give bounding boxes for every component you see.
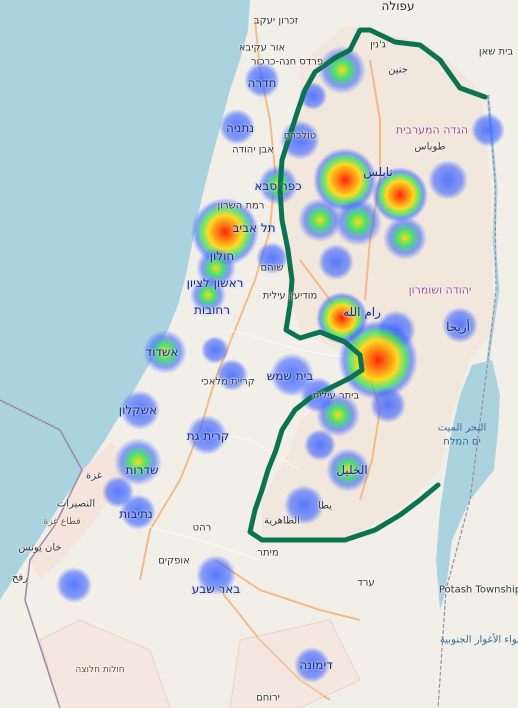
label-shoham: שוהם (260, 262, 284, 274)
heat-blob-mazkeret (216, 359, 248, 391)
label-holon: חולון (209, 249, 235, 263)
heat-blob-nablus1 (313, 148, 377, 212)
label-or-akiva: אור עקיבא (238, 42, 286, 54)
label-pardes-hana: פרדס חנה-כרכור (250, 56, 324, 68)
label-beitar: ביתר עילית (312, 390, 360, 402)
label-hebron: الخليل (336, 463, 368, 477)
label-west-bank: הגדה המערבית (395, 123, 469, 137)
label-kiryat-gat: קרית גת (186, 429, 230, 443)
heat-blob-jenin (318, 46, 366, 94)
heat-blob-dimona (294, 647, 330, 683)
heat-blob-tekoa (370, 387, 406, 423)
heat-blob-ashdod (143, 330, 187, 374)
label-kiryat-malachi: קריית מלאכי (201, 376, 255, 388)
heat-blob-gush (316, 393, 360, 437)
label-modiin: מודיעין עילית (262, 290, 318, 302)
heat-blob-kiryatgat (187, 415, 227, 455)
heat-blob-hadera (244, 62, 280, 98)
label-nuseirat: النصيرات (56, 498, 96, 510)
label-dead-sea-ar: البحر الميت (437, 422, 487, 434)
label-arad: ערד (357, 577, 375, 589)
label-rafah: رفح (11, 572, 29, 584)
eastern-border (437, 94, 497, 708)
label-dead-sea: ים המלח (443, 436, 481, 448)
label-netanya: נתניה (225, 121, 255, 135)
label-yehuda-shomron: יהודה ושומרון (408, 283, 472, 297)
label-beit-shemesh: בית שמש (266, 369, 314, 383)
label-hadera: חדרה (247, 76, 277, 90)
label-yeruham: ירוחם (256, 692, 280, 704)
label-rishon: ראשון לציון (186, 276, 244, 290)
label-khan-yunis: خان يونس (18, 542, 62, 554)
heat-blob-west-gaza (56, 567, 92, 603)
label-gaza: غزة (86, 470, 102, 482)
label-potash: Potash Township (438, 584, 518, 596)
heat-blob-netivot (120, 494, 156, 530)
label-netivot: נתיבות (119, 507, 153, 521)
heat-blob-nablus2 (372, 167, 428, 223)
label-ashkelon: אשקלון (118, 403, 158, 417)
label-zichron: זכרון יעקב (253, 15, 299, 27)
heat-blob-jericho (442, 307, 478, 343)
international-border (0, 399, 83, 708)
heat-blob-ashkelon (120, 390, 160, 430)
label-beer-sheva: באר שבע (191, 582, 241, 596)
heat-blob-ariel (383, 216, 427, 260)
heat-blob-salfit2 (334, 198, 382, 246)
heat-blob-nablus3 (428, 160, 468, 200)
heat-blob-tlv (191, 198, 259, 266)
heat-blob-rishon (190, 277, 226, 313)
label-jenin: جنين (388, 64, 408, 76)
label-halutza: חולות חלוצה (75, 665, 125, 675)
heat-blob-sderot (114, 438, 162, 486)
heat-blob-jerusalem (338, 320, 418, 400)
label-ramat-hasharon: רמת השרון (217, 200, 265, 212)
dead-sea (436, 360, 500, 610)
label-yatta: يطا (317, 500, 333, 512)
heat-blob-beitshean (471, 113, 505, 147)
green-line (247, 27, 488, 543)
label-jordan-valley: لواء الأغوار الجنوبية (439, 634, 518, 646)
label-dimona: דימונה (299, 658, 333, 672)
heat-blob-netanya (219, 109, 255, 145)
heat-blob-hebron2 (304, 429, 336, 461)
label-rehovot: רחובות (194, 303, 230, 317)
label-mitar: מיתר (257, 547, 279, 559)
heat-blob-beersheva (196, 555, 236, 595)
heat-blob-hebron (326, 448, 370, 492)
heat-blob-yatta (284, 485, 324, 525)
label-even-yehuda: אבן יהודה (232, 144, 274, 156)
heat-blob-shoham (256, 242, 288, 274)
label-afula: עפולה (381, 0, 415, 13)
heat-blob-kiryatmalachi (201, 336, 229, 364)
label-jericho: أريحا (446, 320, 470, 334)
label-tubas: طوباس (414, 141, 446, 153)
heat-blob-salfit (298, 198, 342, 242)
label-nablus: نابلس (363, 165, 393, 179)
label-kfar-saba: כפר סבא (254, 179, 302, 193)
label-tulkarm: טולכרם (283, 130, 317, 142)
label-gaza-strip: قطاع غزة (43, 517, 81, 527)
label-jenin-he: ג'נין (370, 39, 386, 51)
label-dahiriya: الظاهرية (263, 515, 301, 527)
label-sderot: שדרות (125, 463, 159, 477)
label-ramallah: رام الله (343, 305, 381, 319)
label-rahat: רהט (192, 522, 212, 534)
mediterranean-sea (0, 0, 250, 600)
heat-blob-shoham2 (318, 244, 354, 280)
label-beit-shean: בית שאן (478, 46, 514, 58)
gaza-strip-area (30, 442, 130, 580)
label-ashdod: אשדוד (145, 345, 179, 359)
label-ofakim: אופקים (158, 555, 190, 567)
label-tel-aviv: תל אביב (232, 221, 276, 235)
